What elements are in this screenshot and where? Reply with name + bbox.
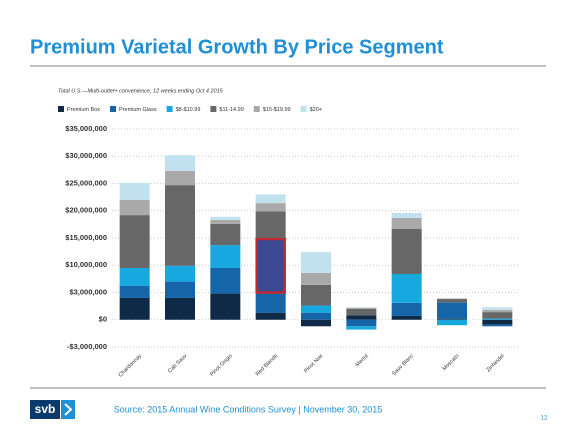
- bar-segment: [165, 297, 195, 320]
- bar-segment: [255, 203, 286, 212]
- bar-segment: [391, 228, 422, 274]
- bar-segment: [301, 272, 331, 285]
- bar-segment: [346, 307, 377, 309]
- x-tick-label: Cab Sauv: [167, 353, 188, 374]
- bar-segment: [346, 315, 377, 320]
- x-tick-label: Chardonnay: [118, 353, 144, 379]
- x-tick-label: Moscato: [441, 353, 460, 372]
- bar-segment: [391, 212, 422, 218]
- bar-segment: [301, 284, 331, 306]
- y-tick-label: $20,000,000: [65, 206, 107, 215]
- y-tick-label: $0: [99, 315, 107, 324]
- y-tick-label: $35,000,000: [65, 124, 107, 133]
- bar-segment: [210, 220, 241, 224]
- chart-subtitle: Total U.S.—Multi-outlet+ convenience, 12…: [58, 88, 224, 94]
- page-number: 12: [541, 416, 548, 422]
- bar-segment: [482, 309, 513, 313]
- bar-segment: [346, 308, 377, 316]
- logo-box: [30, 400, 60, 419]
- bar-segment: [210, 223, 241, 246]
- x-tick-label: Zinfandel: [486, 353, 506, 373]
- bar-segment: [119, 297, 150, 320]
- bar-segment: [437, 318, 467, 320]
- bar-segment: [482, 324, 513, 327]
- bar-segment: [255, 312, 286, 320]
- legend-swatch: [253, 106, 260, 112]
- bar-segment: [482, 318, 513, 320]
- y-tick-label: $25,000,000: [65, 178, 107, 187]
- y-tick-label: $10,000,000: [65, 260, 107, 269]
- y-tick-label: $30,000,000: [65, 151, 107, 160]
- bar-segment: [119, 182, 150, 200]
- legend-swatch: [110, 106, 117, 112]
- legend-label: $8-$10.99: [176, 107, 201, 113]
- bar-segment: [391, 217, 422, 229]
- bar-segment: [255, 211, 286, 238]
- bar-segment: [437, 302, 467, 319]
- slide-title: Premium Varietal Growth By Price Segment: [30, 36, 444, 58]
- legend-label: Premium Glass: [119, 107, 157, 113]
- bar-segment: [210, 245, 241, 268]
- bar-segment: [391, 315, 422, 320]
- bar-segment: [301, 312, 331, 320]
- bar-segment: [119, 285, 150, 298]
- bar-segment: [165, 281, 195, 298]
- legend-label: $11-14.99: [219, 107, 243, 113]
- bar-segment: [255, 194, 286, 204]
- bar-segment: [346, 319, 377, 327]
- logo-arrow: [64, 403, 73, 416]
- legend-label: $15-$19.99: [263, 107, 291, 113]
- bar-segment: [165, 155, 195, 171]
- bar-segment: [210, 267, 241, 294]
- x-tick-label: Pinot Noir: [303, 353, 324, 374]
- bar-segment: [119, 215, 150, 268]
- bar-segment: [210, 293, 241, 320]
- x-tick-label: Red Blends: [255, 353, 280, 378]
- bar-segment: [301, 252, 331, 273]
- bar-segment: [210, 216, 241, 221]
- highlight-box: [255, 237, 286, 294]
- bar-segment: [391, 273, 422, 303]
- bar-segment: [482, 307, 513, 310]
- bar-segment: [437, 298, 467, 300]
- y-tick-label: $15,000,000: [65, 233, 107, 242]
- legend-label: Premium Box: [67, 107, 100, 113]
- logo-text: svb: [35, 402, 56, 416]
- bar-segment: [301, 319, 331, 327]
- logo-arrow-box: [61, 400, 75, 419]
- legend-label: $20+: [310, 107, 322, 113]
- x-tick-label: Merlot: [355, 353, 370, 368]
- bar-segment: [482, 312, 513, 319]
- legend-swatch: [58, 106, 64, 112]
- legend-swatch: [166, 106, 173, 112]
- bar-segment: [119, 267, 150, 286]
- bar-segment: [301, 305, 331, 313]
- x-tick-label: Pinot Grigio: [209, 353, 234, 378]
- bar-segment: [437, 299, 467, 303]
- legend-swatch: [300, 106, 307, 112]
- y-tick-label: -$3,000,000: [67, 342, 107, 351]
- bar-segment: [119, 199, 150, 216]
- x-tick-label: Sauv Blanc: [391, 353, 415, 377]
- bar-segment: [391, 302, 422, 316]
- bar-segment: [165, 185, 195, 266]
- footer-source: Source: 2015 Annual Wine Conditions Surv…: [114, 404, 383, 414]
- bar-segment: [437, 319, 467, 326]
- bar-segment: [255, 293, 286, 313]
- bar-segment: [482, 319, 513, 325]
- legend-swatch: [210, 106, 217, 112]
- bar-segment: [165, 170, 195, 186]
- bar-segment: [346, 307, 377, 308]
- bar-segment: [346, 326, 377, 330]
- y-tick-label: $3,000,000: [69, 287, 107, 296]
- bar-segment: [165, 265, 195, 282]
